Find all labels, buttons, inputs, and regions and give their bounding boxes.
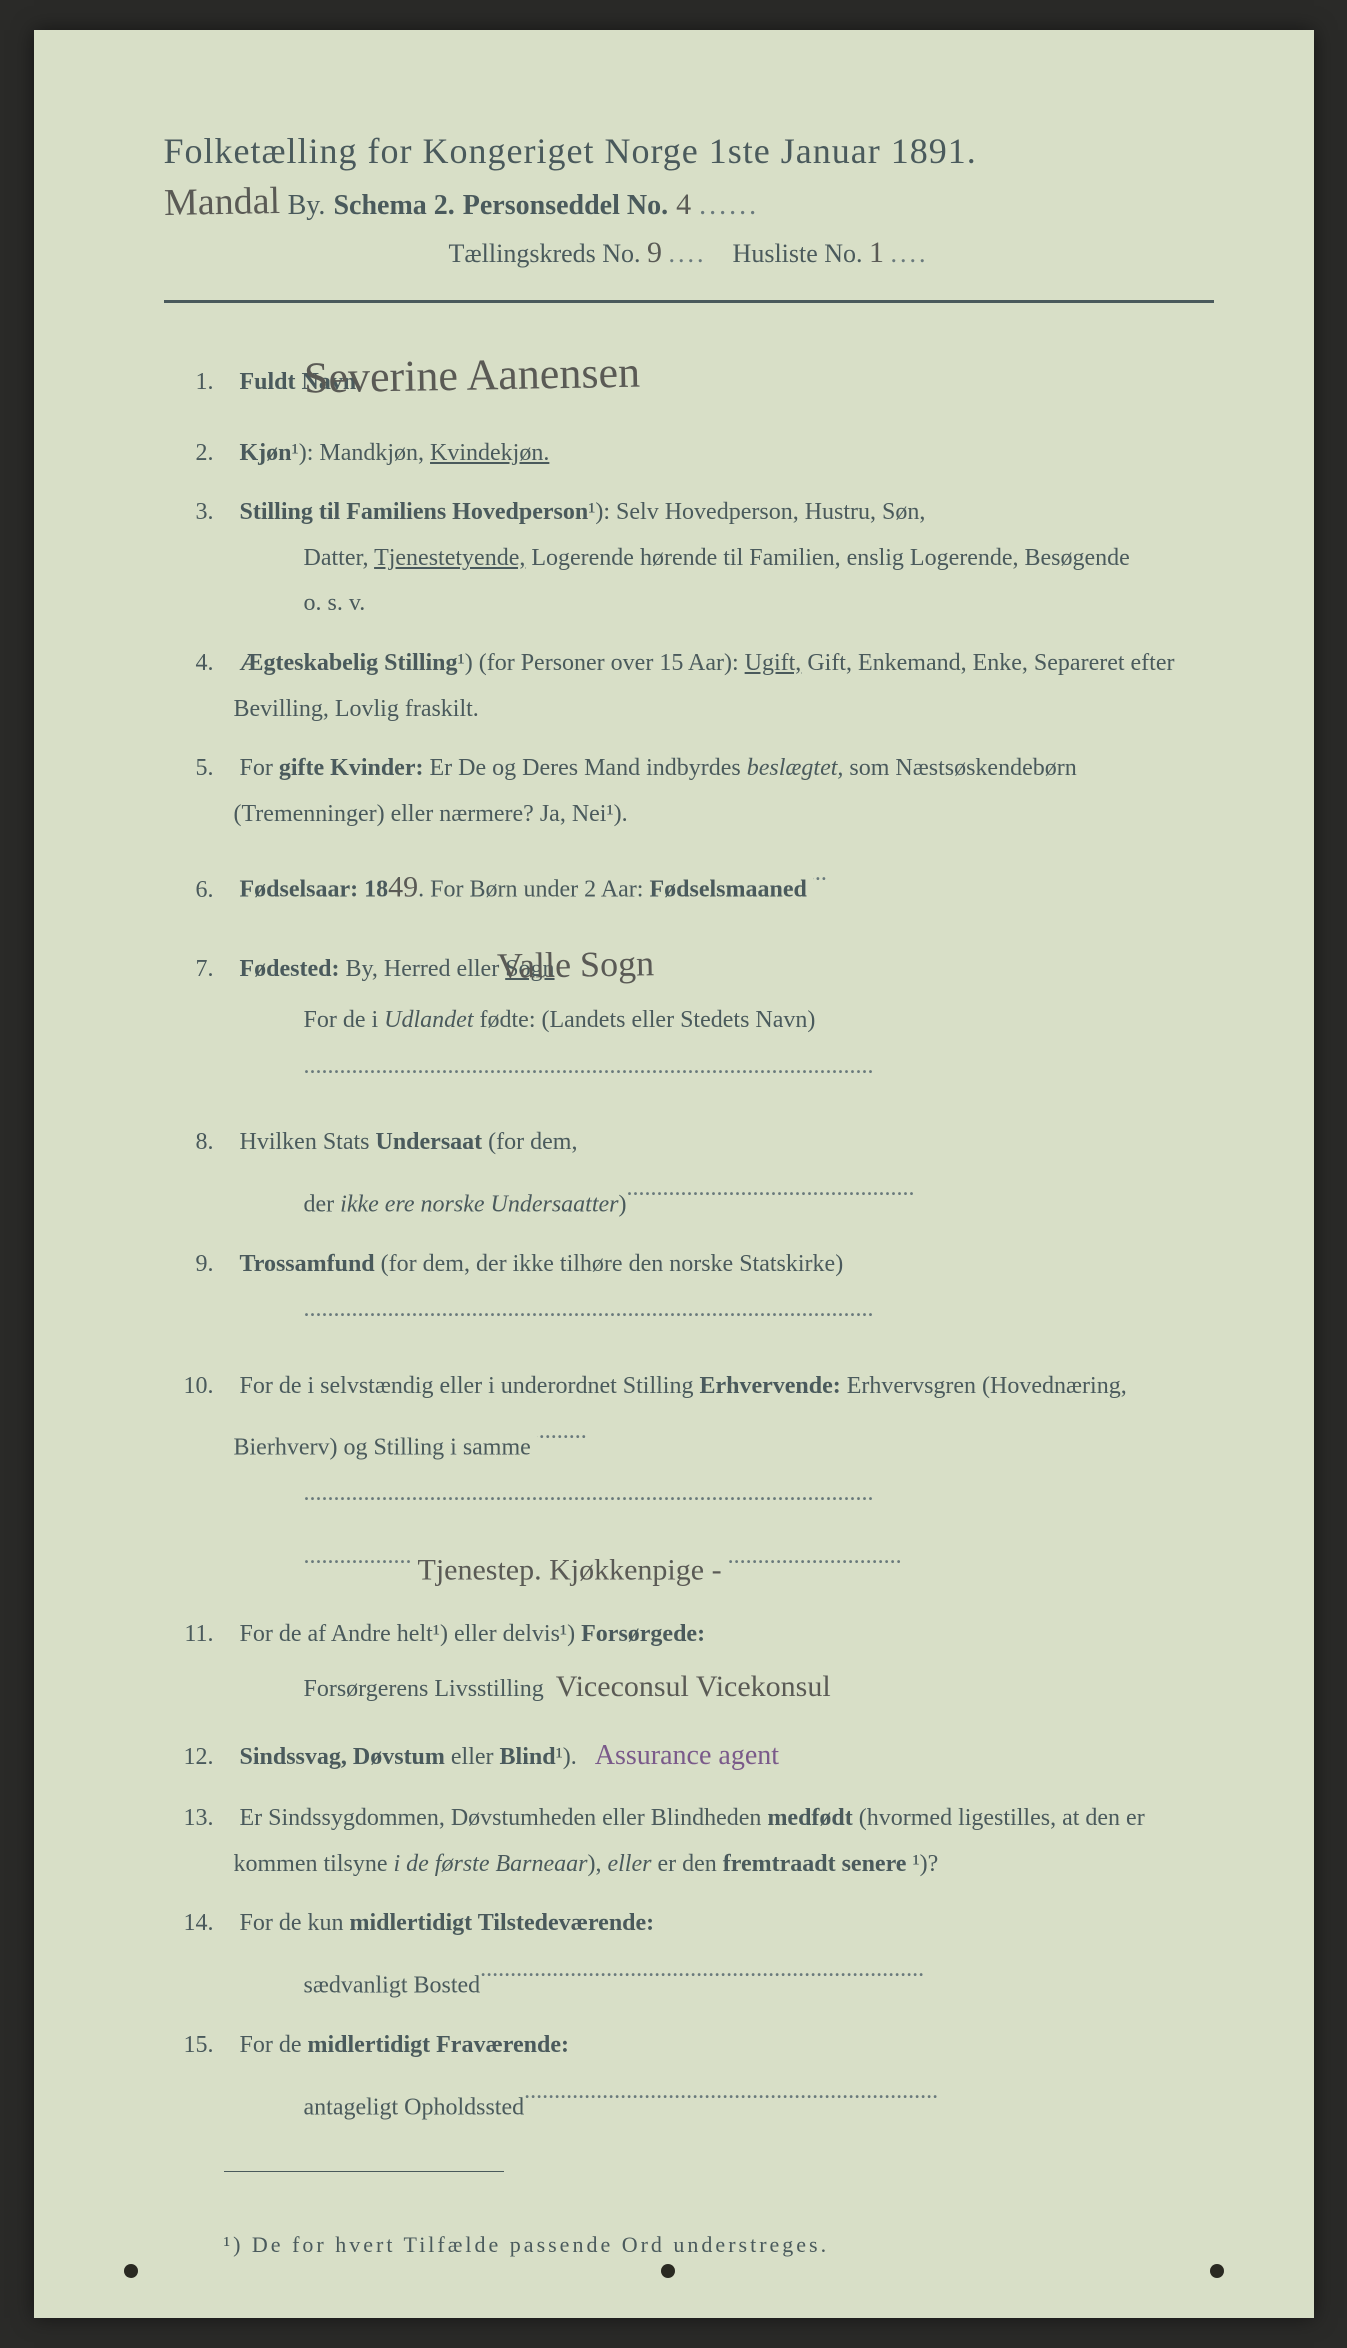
- item-9: 9. Trossamfund (for dem, der ikke tilhør…: [164, 1242, 1214, 1350]
- label-temp-absent: midlertidigt Fraværende:: [308, 2032, 570, 2058]
- item-number: 2.: [164, 431, 214, 477]
- binding-pin-icon: [661, 2264, 675, 2278]
- item-12: 12. Sindssvag, Døvstum eller Blind¹). As…: [164, 1729, 1214, 1782]
- item-number: 4.: [164, 641, 214, 687]
- value-marital: Ugift,: [745, 650, 802, 676]
- form-items: 1. Fuldt Navn Severine Aanensen 2. Kjøn¹…: [164, 333, 1214, 2131]
- value-position: Tjenestetyende,: [374, 545, 525, 571]
- dots: ......: [699, 190, 759, 222]
- value-name: Severine Aanensen: [373, 331, 640, 419]
- value-sex: Kvindekjøn.: [430, 440, 549, 466]
- label-subject: Undersaat: [376, 1129, 483, 1155]
- value-birthyear: 49: [388, 871, 418, 904]
- item-number: 8.: [164, 1120, 214, 1166]
- item-7: 7. Fødested: By, Herred eller Sogn Valle…: [164, 930, 1214, 1106]
- item-number: 10.: [164, 1364, 214, 1410]
- item-5: 5. For gifte Kvinder: Er De og Deres Man…: [164, 746, 1214, 837]
- item-number: 5.: [164, 746, 214, 792]
- item-number: 9.: [164, 1242, 214, 1288]
- label-birthyear: Fødselsaar: 18: [240, 877, 389, 903]
- label-marital: Ægteskabelig Stilling: [240, 650, 458, 676]
- item-number: 3.: [164, 490, 214, 536]
- personseddel-no: 4: [676, 188, 691, 222]
- label-married-women: gifte Kvinder:: [279, 755, 424, 781]
- by-label: By.: [288, 190, 326, 222]
- item-number: 13.: [164, 1796, 214, 1842]
- census-form-page: Folketælling for Kongeriget Norge 1ste J…: [34, 30, 1314, 2318]
- binding-pin-icon: [124, 2264, 138, 2278]
- item-number: 14.: [164, 1901, 214, 1947]
- item-1: 1. Fuldt Navn Severine Aanensen: [164, 333, 1214, 417]
- label-occupation: Erhvervende:: [699, 1373, 840, 1399]
- personseddel-label: Personseddel No.: [463, 190, 668, 222]
- item-2: 2. Kjøn¹): Mandkjøn, Kvindekjøn.: [164, 431, 1214, 477]
- item-3: 3. Stilling til Familiens Hovedperson¹):…: [164, 490, 1214, 627]
- value-birthplace: Valle Sogn: [566, 929, 654, 999]
- city-handwritten: Mandal: [163, 179, 280, 225]
- husliste-label: Husliste No.: [733, 239, 863, 268]
- form-title: Folketælling for Kongeriget Norge 1ste J…: [164, 130, 1214, 172]
- label-sex: Kjøn: [240, 440, 292, 466]
- kreds-no: 9: [647, 236, 662, 269]
- husliste-no: 1: [869, 236, 884, 269]
- value-occupation: Tjenestep. Kjøkkenpige -: [418, 1553, 722, 1586]
- label-disability: Sindssvag, Døvstum: [240, 1744, 445, 1770]
- schema-label: Schema 2.: [333, 190, 454, 222]
- item-number: 12.: [164, 1735, 214, 1781]
- label-temp-present: midlertidigt Tilstedeværende:: [350, 1910, 655, 1936]
- item-number: 11.: [164, 1612, 214, 1658]
- subtitle-row-2: Tællingskreds No. 9 .... Husliste No. 1 …: [164, 236, 1214, 270]
- value-12: Assurance agent: [595, 1740, 779, 1771]
- footnote: ¹) De for hvert Tilfælde passende Ord un…: [164, 2232, 1214, 2258]
- item-number: 1.: [164, 360, 214, 406]
- item-14: 14. For de kun midlertidigt Tilstedevære…: [164, 1901, 1214, 2009]
- label-religion: Trossamfund: [240, 1251, 375, 1277]
- divider: [164, 300, 1214, 303]
- item-number: 6.: [164, 868, 214, 914]
- label-birthplace: Fødested:: [240, 956, 340, 982]
- kreds-label: Tællingskreds No.: [448, 239, 640, 268]
- label-supported: Forsørgede:: [581, 1621, 705, 1647]
- item-6: 6. Fødselsaar: 1849. For Børn under 2 Aa…: [164, 851, 1214, 916]
- item-number: 7.: [164, 947, 214, 993]
- item-13: 13. Er Sindssygdommen, Døvstumheden elle…: [164, 1796, 1214, 1887]
- item-15: 15. For de midlertidigt Fraværende: anta…: [164, 2023, 1214, 2131]
- item-4: 4. Ægteskabelig Stilling¹) (for Personer…: [164, 641, 1214, 732]
- item-number: 15.: [164, 2023, 214, 2069]
- item-8: 8. Hvilken Stats Undersaat (for dem, der…: [164, 1120, 1214, 1228]
- item-10: 10. For de i selvstændig eller i underor…: [164, 1364, 1214, 1599]
- subtitle-row-1: Mandal By. Schema 2. Personseddel No. 4 …: [164, 180, 1214, 224]
- binding-pin-icon: [1210, 2264, 1224, 2278]
- item-11: 11. For de af Andre helt¹) eller delvis¹…: [164, 1612, 1214, 1715]
- value-supported: Viceconsul Vicekonsul: [556, 1670, 831, 1703]
- footnote-rule: [224, 2171, 504, 2172]
- label-position: Stilling til Familiens Hovedperson: [240, 499, 589, 525]
